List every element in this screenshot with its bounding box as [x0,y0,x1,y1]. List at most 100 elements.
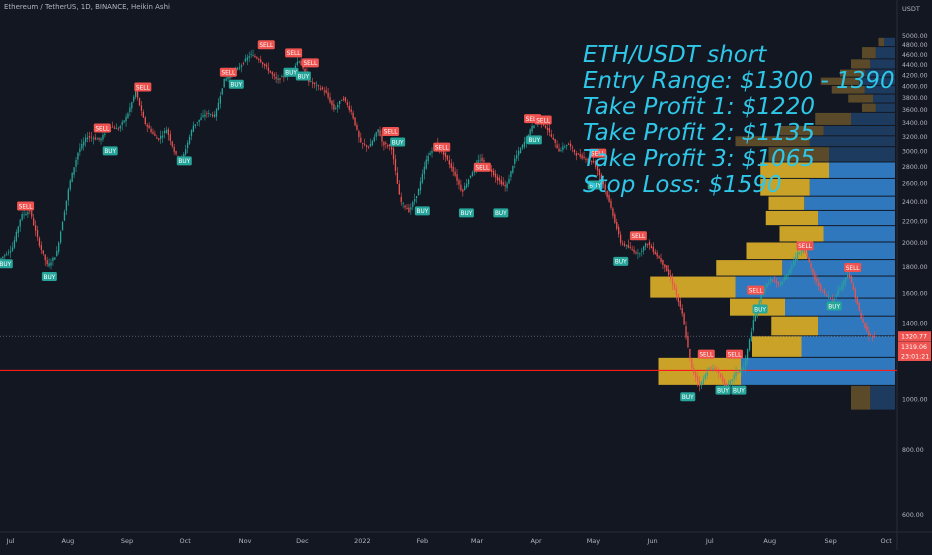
candle-body [194,124,196,126]
signal-label-box [731,385,747,395]
candle-body [706,372,708,376]
candle-body [587,159,589,161]
annotation-line-1: ETH/USDT short [583,42,767,68]
candle-body [117,128,119,130]
candle-body [127,113,129,118]
time-tick-label: Nov [239,537,252,545]
volume-profile-buy-bar [807,242,895,260]
candle-body [521,144,524,149]
candle-body [215,109,218,117]
candle-body [244,58,247,62]
price-tick-label: 3200.00 [902,134,928,141]
candle-body [460,184,462,191]
candle-body [820,284,822,290]
buy-signal-label: BUY [526,135,542,145]
signal-label-box [752,304,768,314]
candle-body [685,326,687,338]
candle-body [154,133,156,136]
candle-body [392,148,395,160]
candle-body [240,65,243,68]
signal-label-text: SELL [798,244,813,250]
last-price-tag-box [898,341,931,352]
candle-body [310,81,312,82]
candle-body [50,262,52,266]
signal-label-box [414,206,430,216]
signal-label-text: BUY [461,211,473,217]
candle-body [219,96,221,104]
candle-body [142,111,145,118]
candle-body [743,367,745,371]
candle-body [862,319,864,323]
sell-signal-label: SELL [534,115,552,125]
candle-body [46,260,48,265]
time-tick-label: Dec [296,537,309,545]
candle-body [471,172,474,177]
candle-body [4,255,6,257]
candle-body [44,254,46,261]
candle-body [464,186,466,191]
candle-body [321,87,323,90]
time-tick-label: Sep [121,537,133,545]
time-tick-label: Jul [705,537,714,545]
candle-body [417,188,420,196]
time-tick-label: Mar [471,537,484,545]
candle-body [548,128,551,133]
candle-body [25,213,27,216]
candle-body [344,97,347,102]
signal-label-box [390,137,406,147]
signal-label-box [613,256,629,266]
candle-body [67,189,69,201]
candle-body [771,280,774,281]
candle-body [256,57,258,59]
candle-body [152,131,154,134]
signal-label-text: BUY [733,388,745,394]
candle-body [365,145,368,147]
candle-body [404,205,406,208]
candle-body [90,136,93,138]
candle-body [33,218,35,226]
candle-body [319,88,322,90]
signal-label-box [433,142,451,152]
time-tick-label: Sep [824,537,836,545]
signal-label-box [257,40,275,50]
candle-body [581,155,583,159]
candle-body [594,161,597,167]
volume-profile-sell-bar [851,385,871,410]
candle-body [308,78,310,83]
signal-label-box [102,146,118,156]
candle-body [516,155,518,159]
signal-label-box [725,349,743,359]
candle-body [456,174,458,181]
candle-body [571,147,574,149]
candle-body [852,283,855,290]
sell-signal-label: SELL [382,126,400,136]
buy-signal-label: BUY [613,256,629,266]
candle-body [723,379,726,386]
candle-body [325,90,327,93]
candle-body [133,96,135,102]
candle-body [841,284,843,290]
candle-body [573,149,576,153]
candle-body [818,281,820,287]
volume-profile-sell-bar [862,103,876,112]
candle-body [254,55,256,58]
candle-body [492,170,495,176]
candle-body [550,134,552,137]
candle-body [714,368,716,371]
sell-signal-label: SELL [93,123,111,133]
signal-label-text: SELL [259,43,274,49]
candle-body [721,375,724,382]
candle-body [693,368,695,374]
signal-label-box [228,79,244,89]
signal-label-box [796,241,814,251]
candle-body [579,154,581,157]
candle-body [429,152,431,155]
candle-body [329,97,331,103]
candle-body [246,57,248,61]
candle-body [86,137,89,140]
candle-body [48,263,50,267]
candle-body [61,221,64,231]
price-tick-label: 1600.00 [902,290,928,297]
